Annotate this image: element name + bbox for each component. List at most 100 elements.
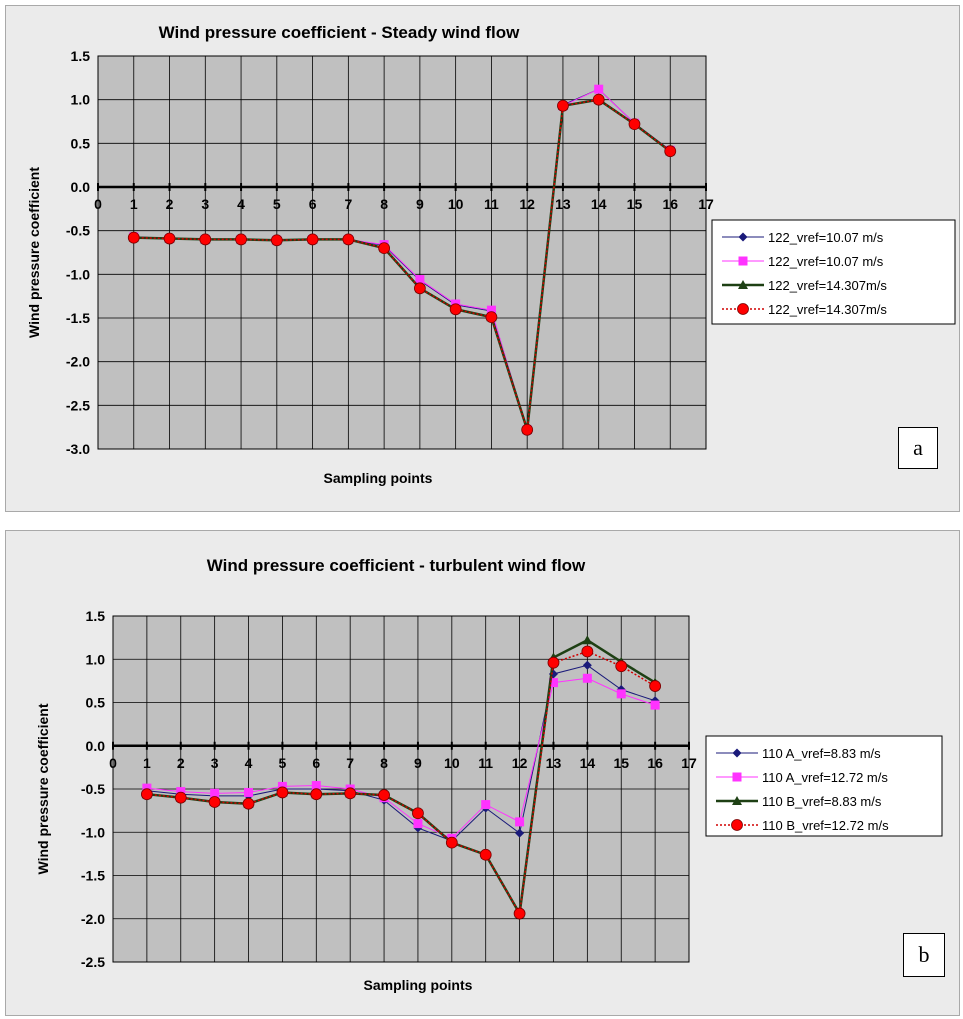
legend-label: 122_vref=14.307m/s: [768, 302, 887, 317]
data-point: [277, 781, 287, 791]
data-point: [515, 817, 525, 827]
x-tick-label: 0: [94, 196, 102, 212]
data-point: [449, 303, 462, 316]
x-tick-label: 11: [484, 196, 499, 212]
y-tick-label: 1.5: [86, 608, 106, 624]
legend-label: 110 A_vref=12.72 m/s: [762, 770, 888, 785]
series-4: [127, 93, 677, 436]
y-tick-label: 0.5: [86, 695, 106, 711]
data-point: [311, 781, 321, 791]
data-point: [521, 423, 534, 436]
legend-swatch-marker: [731, 819, 743, 831]
data-point: [616, 689, 626, 699]
data-point: [127, 231, 140, 244]
series-line: [133, 98, 671, 431]
data-point: [650, 700, 660, 710]
data-point: [582, 635, 593, 645]
x-tick-label: 8: [380, 196, 388, 212]
legend: 122_vref=10.07 m/s 122_vref=10.07 m/s 122_…: [711, 219, 956, 325]
x-axis-label: Sampling points: [324, 470, 433, 486]
panel-label-a: a: [898, 427, 938, 469]
legend-swatch-marker: [738, 280, 748, 289]
data-point: [615, 660, 628, 673]
x-tick-label: 14: [580, 755, 596, 771]
x-tick-label: 1: [130, 196, 138, 212]
data-point: [140, 788, 153, 801]
data-point: [664, 145, 677, 158]
x-tick-label: 14: [591, 196, 607, 212]
data-point: [244, 787, 254, 797]
x-tick-label: 6: [312, 755, 320, 771]
x-tick-label: 7: [344, 196, 352, 212]
data-point: [582, 673, 592, 683]
series-line: [146, 650, 656, 916]
data-point: [628, 118, 641, 131]
y-tick-label: 0.5: [71, 135, 91, 151]
legend-swatch-marker: [738, 256, 748, 266]
legend-label: 122_vref=10.07 m/s: [768, 254, 884, 269]
x-tick-label: 4: [237, 196, 245, 212]
x-tick-label: 9: [414, 755, 422, 771]
data-point: [174, 791, 187, 804]
y-tick-label: -2.5: [66, 397, 90, 413]
data-point: [208, 796, 221, 808]
y-tick-label: 0.0: [86, 738, 106, 754]
legend-swatch-marker: [732, 772, 742, 782]
y-tick-label: 1.0: [86, 651, 106, 667]
plot-area: [97, 55, 707, 450]
x-tick-label: 4: [245, 755, 253, 771]
x-tick-label: 15: [627, 196, 643, 212]
legend-label: 110 A_vref=8.83 m/s: [762, 746, 881, 761]
data-point: [486, 305, 496, 315]
x-tick-label: 1: [143, 755, 151, 771]
x-tick-label: 7: [346, 755, 354, 771]
panel-label-b: b: [903, 933, 945, 977]
x-tick-label: 12: [519, 196, 535, 212]
y-tick-label: -0.5: [81, 781, 105, 797]
x-tick-label: 2: [177, 755, 185, 771]
data-point: [592, 93, 605, 106]
legend-label: 110 B_vref=8.83 m/s: [762, 794, 882, 809]
chart-title: Wind pressure coefficient - Steady wind …: [159, 23, 520, 42]
data-point: [413, 282, 426, 295]
y-tick-label: -1.0: [66, 266, 90, 282]
x-tick-label: 10: [444, 755, 460, 771]
data-point: [344, 787, 357, 800]
data-point: [235, 233, 247, 246]
chart-panel-a: Wind pressure coefficient - Steady wind …: [5, 5, 960, 512]
data-point: [594, 84, 604, 94]
y-axis-label: Wind pressure coefficient: [35, 703, 51, 874]
x-tick-label: 16: [662, 196, 678, 212]
data-point: [445, 836, 458, 849]
data-point: [378, 789, 390, 801]
legend-label: 122_vref=14.307m/s: [768, 278, 887, 293]
x-tick-label: 6: [309, 196, 317, 212]
data-point: [413, 819, 423, 829]
series-line: [146, 664, 656, 842]
x-tick-label: 10: [448, 196, 464, 212]
legend: 110 A_vref=8.83 m/s 110 A_vref=12.72 m/s 1…: [705, 735, 943, 837]
data-point: [163, 232, 176, 245]
legend-swatch-marker: [732, 748, 742, 758]
data-point: [649, 680, 662, 692]
x-tick-label: 3: [211, 755, 219, 771]
x-tick-label: 17: [698, 196, 714, 212]
y-tick-label: -3.0: [66, 441, 90, 457]
x-tick-label: 15: [613, 755, 629, 771]
data-point: [479, 848, 492, 861]
legend-swatch-marker: [737, 303, 749, 315]
y-tick-label: -0.5: [66, 223, 90, 239]
y-tick-label: 1.0: [71, 92, 91, 108]
data-point: [548, 678, 558, 688]
data-point: [485, 311, 498, 324]
data-point: [270, 234, 283, 247]
chart-panel-b: Wind pressure coefficient - turbulent wi…: [5, 530, 960, 1016]
x-tick-label: 12: [512, 755, 528, 771]
x-tick-label: 0: [109, 755, 117, 771]
legend-label: 110 B_vref=12.72 m/s: [762, 818, 889, 833]
x-tick-label: 13: [555, 196, 571, 212]
legend-label: 122_vref=10.07 m/s: [768, 230, 884, 245]
data-point: [306, 233, 319, 246]
chart-a-svg: Wind pressure coefficient - Steady wind …: [26, 23, 956, 486]
data-point: [513, 907, 526, 920]
